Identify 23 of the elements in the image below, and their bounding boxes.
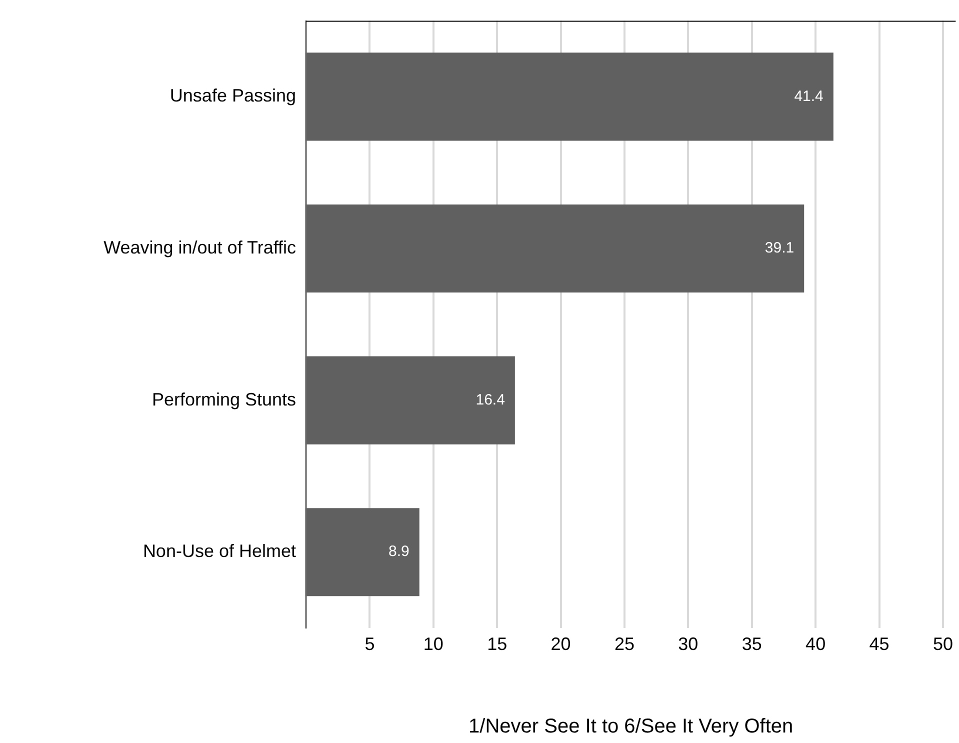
x-tick-label: 35 <box>742 634 762 654</box>
x-tick-label: 30 <box>678 634 698 654</box>
bar <box>306 356 515 444</box>
data-label: 16.4 <box>476 391 505 408</box>
y-tick-label: Weaving in/out of Traffic <box>104 237 296 258</box>
x-tick-label: 15 <box>487 634 508 654</box>
x-tick-label: 5 <box>364 634 375 654</box>
y-tick-label: Performing Stunts <box>152 389 296 410</box>
data-label: 41.4 <box>794 88 824 105</box>
data-label: 8.9 <box>388 543 410 560</box>
bar <box>306 508 420 596</box>
x-axis-title: 1/Never See It to 6/See It Very Often <box>468 716 794 738</box>
x-tick-label: 20 <box>550 634 571 654</box>
bar <box>306 52 834 141</box>
data-label: 39.1 <box>764 240 794 257</box>
y-tick-label: Unsafe Passing <box>170 86 296 106</box>
x-tick-label: 50 <box>932 634 953 654</box>
x-tick-label: 40 <box>806 634 826 654</box>
bar <box>306 204 804 293</box>
y-tick-label: Non-Use of Helmet <box>142 541 296 562</box>
x-tick-label: 10 <box>423 634 444 654</box>
x-tick-label: 45 <box>869 634 890 654</box>
x-tick-label: 25 <box>614 634 634 654</box>
